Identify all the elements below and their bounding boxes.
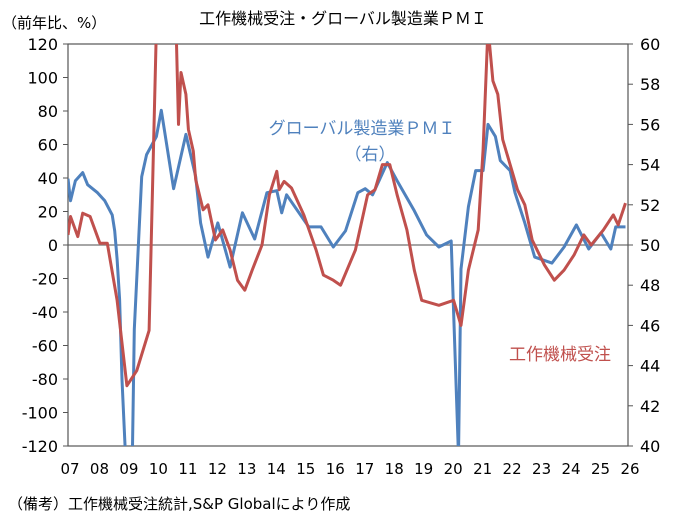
series-label: 工作機械受注 <box>509 345 611 365</box>
right-tick-label: 44 <box>640 357 660 376</box>
left-tick-label: -120 <box>22 437 58 456</box>
x-tick-label: 18 <box>385 460 404 478</box>
axes: -120 -100 -80 -60 -40 -20 0 20 40 60 80 100 120 40 42 4… <box>22 35 661 478</box>
x-tick-label: 07 <box>60 460 79 478</box>
x-tick-label: 21 <box>473 460 492 478</box>
right-tick-label: 52 <box>640 196 660 215</box>
series-label: グローバル製造業ＰＭＩ <box>269 119 456 139</box>
x-tick-label: 14 <box>267 460 286 478</box>
x-tick-label: 13 <box>237 460 256 478</box>
footnote: （備考）工作機械受注統計,S&P Globalにより作成 <box>8 495 350 513</box>
left-tick-label: 0 <box>48 236 58 255</box>
x-tick-label: 12 <box>208 460 227 478</box>
x-tick-label: 20 <box>444 460 463 478</box>
left-tick-label: 60 <box>38 136 58 155</box>
x-tick-label: 22 <box>503 460 522 478</box>
right-tick-label: 42 <box>640 397 660 416</box>
left-tick-label: 120 <box>27 35 58 54</box>
series-lines <box>68 44 627 446</box>
right-tick-label: 56 <box>640 115 660 134</box>
x-tick-label: 08 <box>90 460 109 478</box>
left-tick-label: 20 <box>38 203 58 222</box>
right-tick-label: 60 <box>640 35 660 54</box>
left-tick-label: -20 <box>32 270 58 289</box>
x-tick-label: 25 <box>591 460 610 478</box>
right-tick-label: 50 <box>640 236 660 255</box>
x-tick-label: 10 <box>149 460 168 478</box>
x-tick-label: 26 <box>620 460 639 478</box>
series-line-machine-tool-orders <box>68 44 627 388</box>
right-tick-label: 48 <box>640 276 660 295</box>
left-tick-label: -100 <box>22 404 58 423</box>
right-tick-label: 46 <box>640 316 660 335</box>
x-tick-label: 16 <box>326 460 345 478</box>
series-labels: 工作機械受注 グローバル製造業ＰＭＩ （右） <box>269 119 611 365</box>
left-tick-label: 80 <box>38 102 58 121</box>
chart-title: 工作機械受注・グローバル製造業ＰＭＩ <box>199 9 487 28</box>
left-tick-label: 40 <box>38 169 58 188</box>
left-tick-label: -60 <box>32 337 58 356</box>
right-tick-label: 58 <box>640 75 660 94</box>
right-tick-label: 54 <box>640 156 660 175</box>
x-tick-label: 19 <box>414 460 433 478</box>
right-tick-label: 40 <box>640 437 660 456</box>
x-tick-label: 09 <box>119 460 138 478</box>
x-tick-label: 24 <box>562 460 581 478</box>
left-axis-label: （前年比、%） <box>2 14 106 32</box>
left-tick-label: -80 <box>32 370 58 389</box>
x-tick-label: 17 <box>355 460 374 478</box>
left-tick-label: 100 <box>27 69 58 88</box>
x-tick-label: 15 <box>296 460 315 478</box>
x-tick-label: 23 <box>532 460 551 478</box>
x-tick-label: 11 <box>178 460 197 478</box>
series-label: （右） <box>345 145 396 165</box>
left-tick-label: -40 <box>32 303 58 322</box>
